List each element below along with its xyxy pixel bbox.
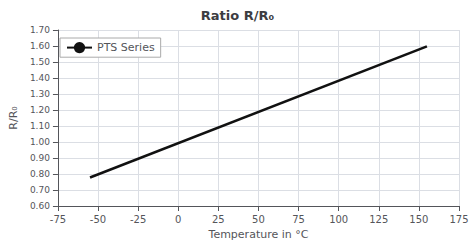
svg-text:R/R₀: R/R₀ [7,106,20,130]
svg-text:0.70: 0.70 [30,185,50,195]
svg-text:Ratio R/R₀: Ratio R/R₀ [201,8,275,23]
svg-text:1.40: 1.40 [30,73,50,83]
svg-text:75: 75 [292,214,305,225]
svg-text:0.90: 0.90 [30,153,50,163]
svg-text:-50: -50 [90,214,106,225]
svg-text:1.00: 1.00 [30,137,50,147]
svg-text:150: 150 [409,214,428,225]
svg-text:1.10: 1.10 [30,121,50,131]
svg-text:PTS Series: PTS Series [97,41,155,54]
svg-text:Temperature in °C: Temperature in °C [208,228,309,241]
svg-text:-25: -25 [130,214,146,225]
svg-text:1.30: 1.30 [30,89,50,99]
svg-text:0.80: 0.80 [30,169,50,179]
svg-text:0.60: 0.60 [30,201,50,211]
svg-text:1.20: 1.20 [30,105,50,115]
svg-text:100: 100 [329,214,348,225]
svg-text:1.70: 1.70 [30,25,50,35]
svg-text:175: 175 [449,214,468,225]
svg-text:25: 25 [212,214,225,225]
svg-text:-75: -75 [50,214,66,225]
svg-text:0: 0 [175,214,181,225]
svg-text:1.60: 1.60 [30,41,50,51]
svg-text:1.50: 1.50 [30,57,50,67]
svg-text:125: 125 [369,214,388,225]
svg-text:50: 50 [252,214,265,225]
